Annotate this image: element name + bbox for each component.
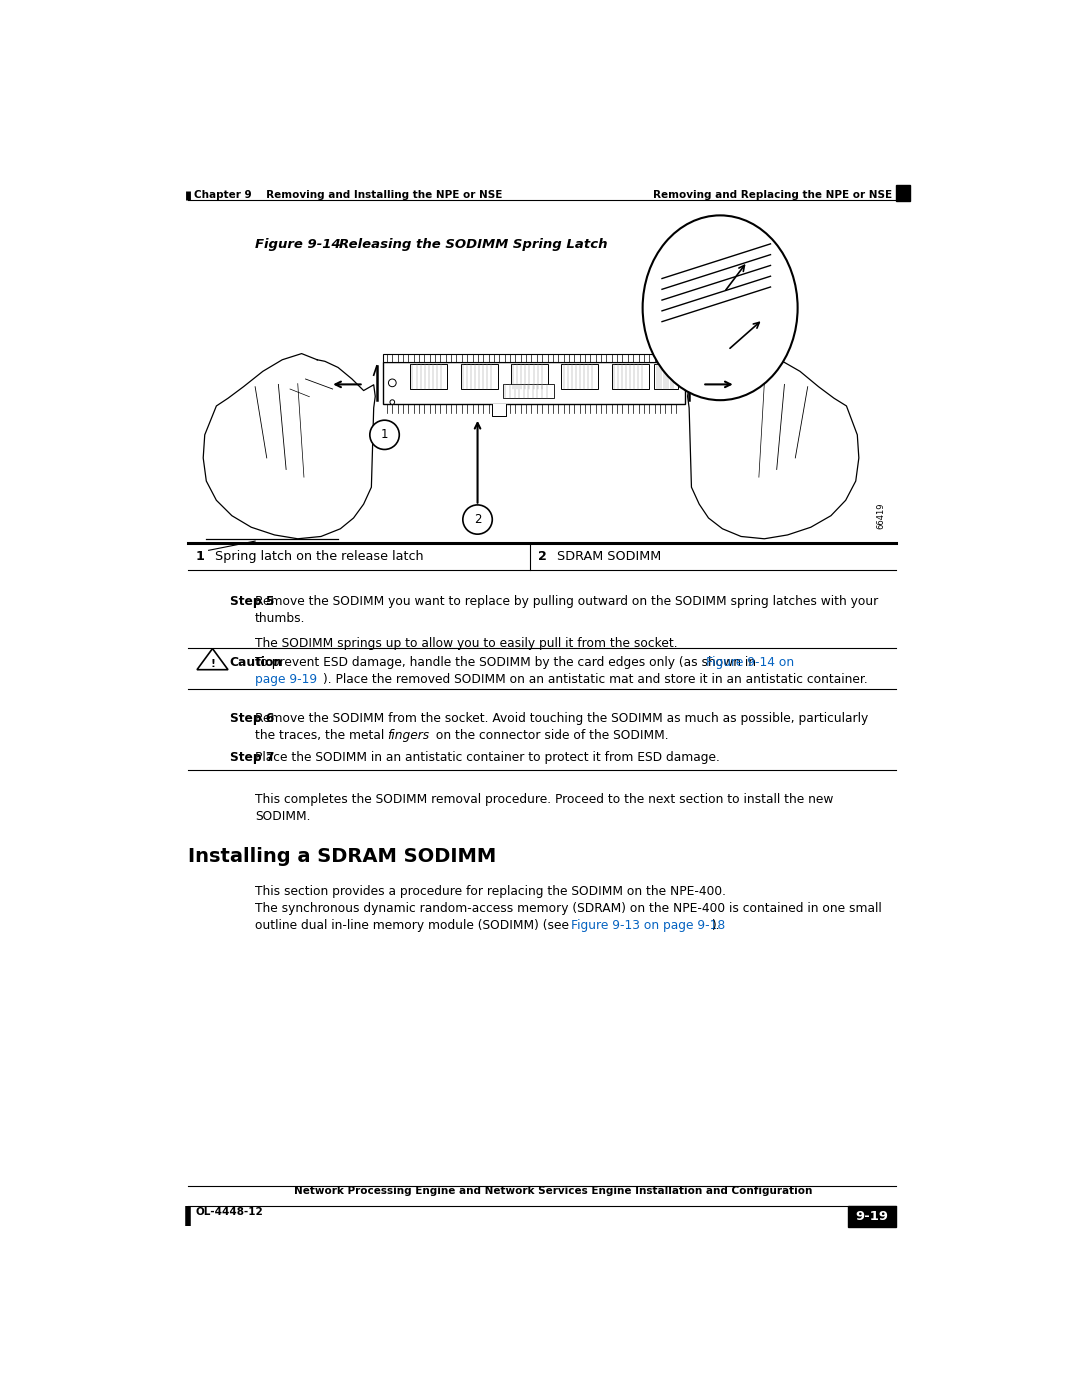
Text: Remove the SODIMM from the socket. Avoid touching the SODIMM as much as possible: Remove the SODIMM from the socket. Avoid…	[255, 712, 868, 725]
Text: Step 7: Step 7	[230, 750, 274, 764]
Text: ). Place the removed SODIMM on an antistatic mat and store it in an antistatic c: ). Place the removed SODIMM on an antist…	[323, 673, 868, 686]
Text: Figure 9-14: Figure 9-14	[255, 239, 341, 251]
Text: Step 6: Step 6	[230, 712, 274, 725]
Text: 2: 2	[538, 549, 546, 563]
Circle shape	[680, 372, 701, 391]
Bar	[460, 365, 498, 388]
Bar	[511, 365, 548, 388]
Text: ).: ).	[711, 919, 719, 932]
Text: Caution: Caution	[230, 655, 283, 669]
Text: Spring latch on the release latch: Spring latch on the release latch	[215, 549, 423, 563]
Text: 2: 2	[474, 513, 482, 527]
Bar	[503, 384, 554, 398]
Text: OL-4448-12: OL-4448-12	[195, 1207, 264, 1217]
Text: 66419: 66419	[876, 503, 885, 529]
Circle shape	[463, 504, 492, 534]
Text: Figure 9-13 on page 9-18: Figure 9-13 on page 9-18	[571, 919, 726, 932]
Bar	[654, 365, 677, 388]
Text: Place the SODIMM in an antistatic container to protect it from ESD damage.: Place the SODIMM in an antistatic contai…	[255, 750, 720, 764]
Bar	[611, 365, 649, 388]
Polygon shape	[203, 353, 375, 539]
Text: To prevent ESD damage, handle the SODIMM by the card edges only (as shown in: To prevent ESD damage, handle the SODIMM…	[255, 655, 760, 669]
Bar	[383, 353, 685, 362]
Polygon shape	[197, 648, 228, 669]
Text: This section provides a procedure for replacing the SODIMM on the NPE-400.: This section provides a procedure for re…	[255, 886, 726, 898]
Text: 1: 1	[381, 429, 389, 441]
Bar	[896, 186, 910, 201]
Polygon shape	[688, 353, 859, 539]
Text: The SODIMM springs up to allow you to easily pull it from the socket.: The SODIMM springs up to allow you to ea…	[255, 637, 678, 651]
Text: !: !	[211, 658, 215, 669]
Text: The synchronous dynamic random-access memory (SDRAM) on the NPE-400 is contained: The synchronous dynamic random-access me…	[255, 902, 882, 915]
Text: 1: 1	[195, 549, 204, 563]
Text: Installing a SDRAM SODIMM: Installing a SDRAM SODIMM	[188, 847, 496, 866]
Text: SODIMM.: SODIMM.	[255, 810, 311, 823]
Text: Removing and Replacing the NPE or NSE: Removing and Replacing the NPE or NSE	[653, 190, 892, 200]
Circle shape	[390, 400, 394, 404]
Bar	[383, 362, 685, 404]
Text: page 9-19: page 9-19	[255, 673, 318, 686]
Bar	[562, 365, 598, 388]
Text: Remove the SODIMM you want to replace by pulling outward on the SODIMM spring la: Remove the SODIMM you want to replace by…	[255, 595, 878, 608]
Text: Network Processing Engine and Network Services Engine Installation and Configura: Network Processing Engine and Network Se…	[295, 1186, 812, 1196]
Text: Releasing the SODIMM Spring Latch: Releasing the SODIMM Spring Latch	[339, 239, 607, 251]
Circle shape	[369, 420, 400, 450]
Text: the traces, the metal: the traces, the metal	[255, 729, 388, 742]
Circle shape	[389, 379, 396, 387]
Text: outline dual in-line memory module (SODIMM) (see: outline dual in-line memory module (SODI…	[255, 919, 573, 932]
Text: on the connector side of the SODIMM.: on the connector side of the SODIMM.	[432, 729, 669, 742]
Text: Chapter 9    Removing and Installing the NPE or NSE: Chapter 9 Removing and Installing the NP…	[194, 190, 502, 200]
Text: Step 5: Step 5	[230, 595, 274, 608]
Text: 9-19: 9-19	[855, 1210, 889, 1224]
Text: thumbs.: thumbs.	[255, 612, 306, 624]
Ellipse shape	[643, 215, 798, 400]
Bar	[848, 1207, 896, 1227]
Text: fingers: fingers	[387, 729, 429, 742]
Bar	[410, 365, 447, 388]
Bar	[492, 404, 507, 415]
Text: This completes the SODIMM removal procedure. Proceed to the next section to inst: This completes the SODIMM removal proced…	[255, 793, 834, 806]
Text: Figure 9-14 on: Figure 9-14 on	[706, 655, 794, 669]
Text: SDRAM SODIMM: SDRAM SODIMM	[557, 549, 662, 563]
